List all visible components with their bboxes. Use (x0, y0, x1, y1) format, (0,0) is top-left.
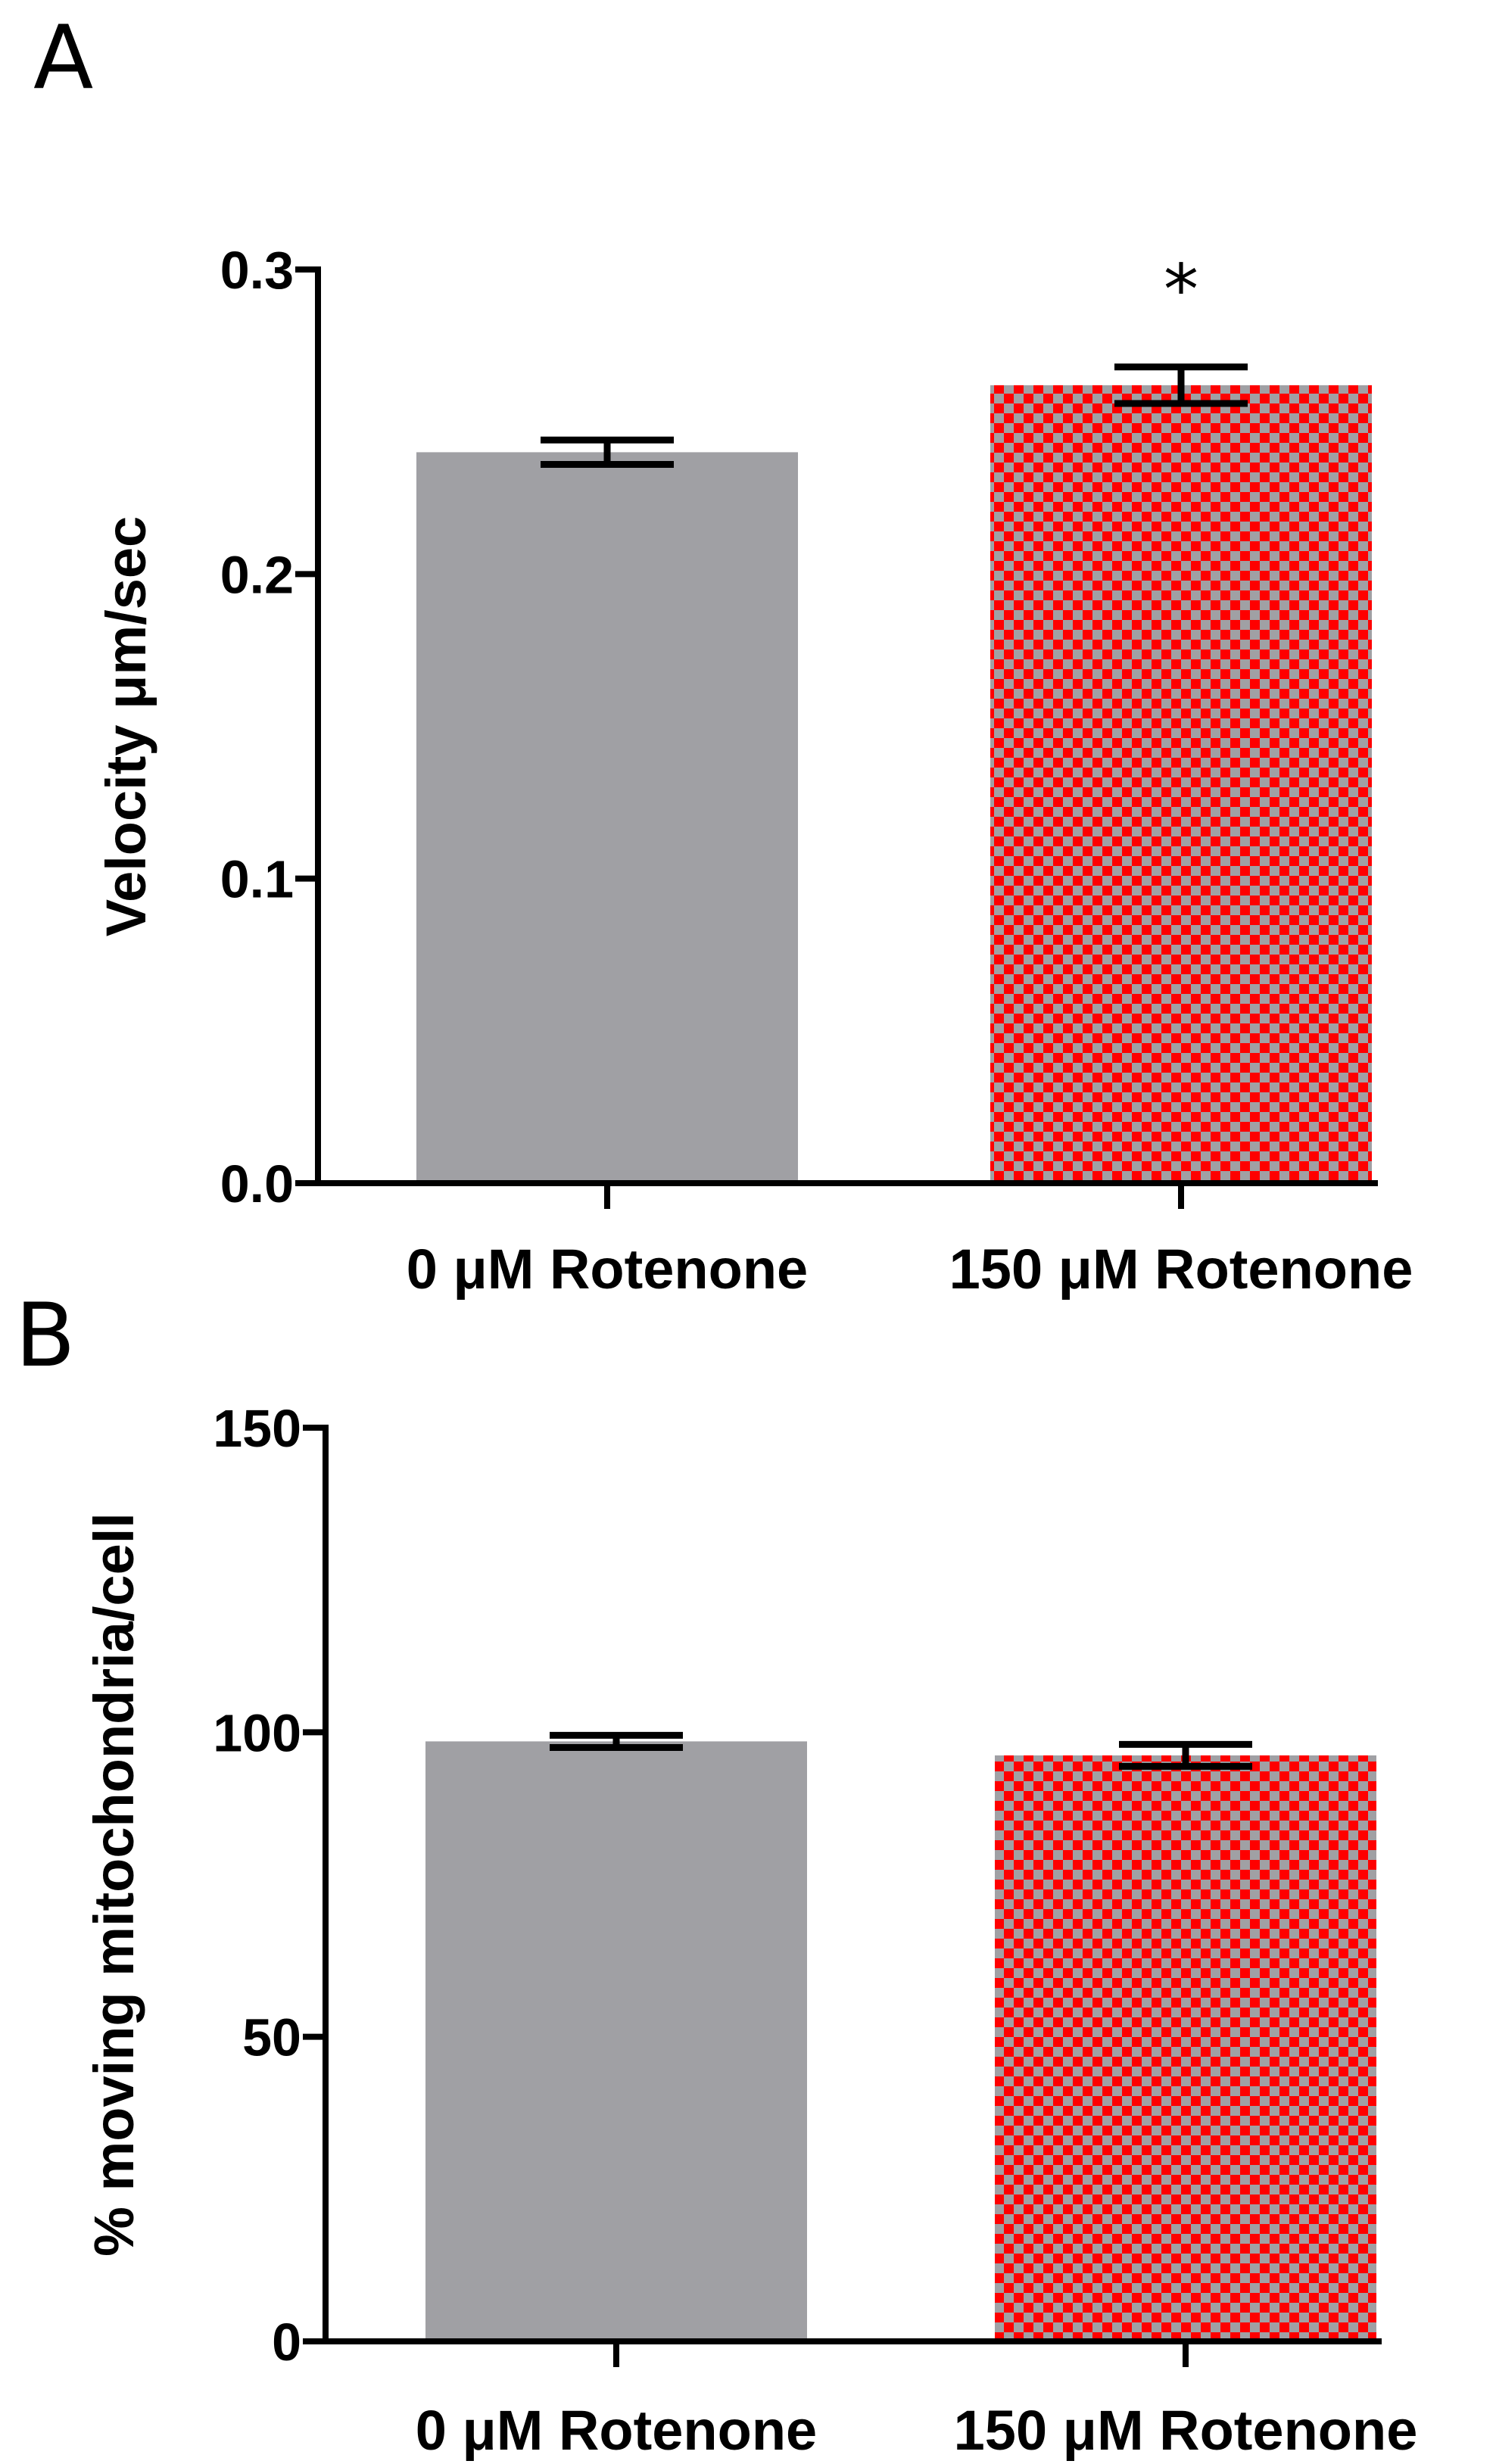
bar (995, 1755, 1376, 2341)
y-tick-label: 0 (272, 2313, 301, 2372)
y-axis-title: % moving mitochondria/cell (83, 1512, 145, 2257)
y-tick-label: 0.1 (220, 850, 294, 909)
error-bar (1119, 1740, 1252, 1770)
y-tick-label: 0.0 (220, 1154, 294, 1213)
x-tick-label: 0 μM Rotenone (407, 1238, 808, 1301)
bar (990, 385, 1372, 1183)
x-tick-label: 0 μM Rotenone (416, 2399, 817, 2462)
y-tick-label: 50 (242, 2008, 301, 2067)
y-tick-label: 0.3 (220, 241, 294, 300)
bar (425, 1741, 807, 2341)
x-tick-label: 150 μM Rotenone (954, 2399, 1418, 2462)
y-tick-label: 150 (213, 1399, 301, 1458)
error-bar (550, 1731, 683, 1751)
y-tick-label: 0.2 (220, 545, 294, 604)
y-axis-title: Velocity μm/sec (95, 516, 157, 936)
panel-label: A (33, 7, 93, 109)
y-tick-label: 100 (213, 1703, 301, 1762)
significance-marker: * (1164, 250, 1198, 331)
panel-label: B (15, 1285, 76, 1387)
bar (416, 452, 798, 1183)
panel-a: A 0.0 0.1 0.2 0.3 0 μM Rotenone 150 μM Rotenon… (33, 7, 1413, 1301)
x-tick-label: 150 μM Rotenone (949, 1238, 1413, 1301)
error-bar (1114, 363, 1248, 407)
panel-b: B 0 50 100 150 0 μM Rotenone 150 μM Rotenone % … (15, 1285, 1417, 2462)
error-bar (541, 436, 674, 468)
